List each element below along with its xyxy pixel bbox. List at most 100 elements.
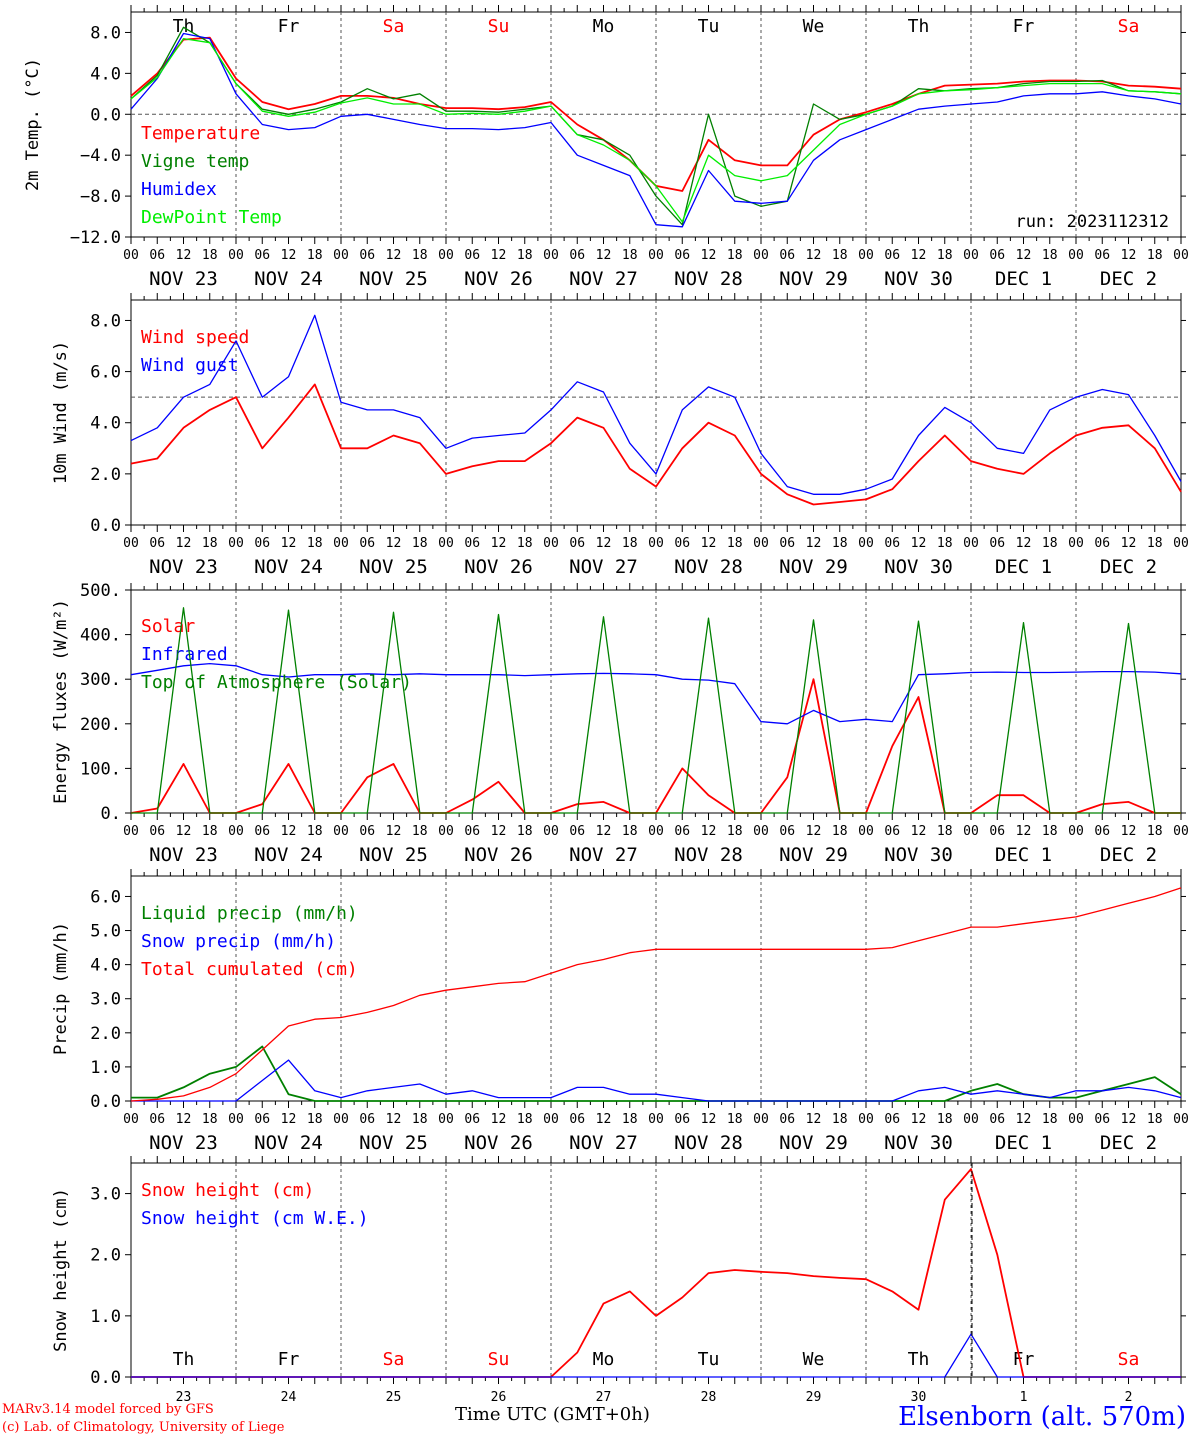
legend-entry: Top of Atmosphere (Solar) — [141, 672, 412, 693]
day-name-label: Th — [908, 1349, 930, 1370]
hour-tick-label: 18 — [307, 248, 323, 263]
hour-tick-label: 06 — [359, 824, 375, 839]
hour-tick-label: 18 — [937, 824, 953, 839]
hour-tick-label: 12 — [806, 824, 822, 839]
hour-tick-label: 00 — [753, 248, 769, 263]
hour-tick-label: 00 — [123, 824, 139, 839]
hour-tick-label: 18 — [622, 824, 638, 839]
hour-tick-label: 18 — [202, 1112, 218, 1127]
hour-tick-label: 18 — [937, 248, 953, 263]
hour-tick-label: 18 — [412, 1112, 428, 1127]
hour-tick-label: 18 — [622, 1112, 638, 1127]
y-tick-label: 3.0 — [90, 990, 121, 1010]
hour-tick-label: 06 — [674, 824, 690, 839]
hour-tick-label: 06 — [884, 1112, 900, 1127]
legend-entry: Snow height (cm) — [141, 1180, 314, 1201]
hour-tick-label: 06 — [359, 536, 375, 551]
date-label: NOV 29 — [779, 844, 848, 866]
hour-tick-label: 06 — [464, 536, 480, 551]
hour-tick-label: 12 — [176, 1112, 192, 1127]
y-tick-label: 0. — [101, 804, 121, 824]
y-tick-label: −4.0 — [80, 146, 121, 166]
hour-tick-label: 18 — [727, 824, 743, 839]
hour-tick-label: 18 — [937, 536, 953, 551]
hour-tick-label: 18 — [832, 824, 848, 839]
hour-tick-label: 12 — [1121, 248, 1137, 263]
hour-tick-label: 06 — [359, 1112, 375, 1127]
hour-tick-label: 12 — [386, 536, 402, 551]
hour-tick-label: 18 — [1042, 824, 1058, 839]
date-label: NOV 29 — [779, 1132, 848, 1154]
hour-tick-label: 18 — [517, 248, 533, 263]
date-label: NOV 24 — [254, 556, 323, 578]
hour-tick-label: 00 — [1068, 824, 1084, 839]
hour-tick-label: 00 — [123, 248, 139, 263]
day-name-label: Su — [488, 16, 510, 37]
hour-tick-label: 18 — [517, 824, 533, 839]
hour-tick-label: 06 — [884, 536, 900, 551]
hour-tick-label: 12 — [1016, 824, 1032, 839]
hour-tick-label: 18 — [832, 536, 848, 551]
day-name-label: Sa — [1118, 16, 1140, 37]
y-axis-label: 2m Temp. (°C) — [23, 58, 43, 191]
hour-tick-label: 00 — [753, 1112, 769, 1127]
hour-tick-label: 06 — [464, 1112, 480, 1127]
day-number-label: 1 — [1020, 1390, 1028, 1405]
hour-tick-label: 06 — [569, 248, 585, 263]
hour-tick-label: 06 — [254, 536, 270, 551]
hour-tick-label: 06 — [1094, 248, 1110, 263]
hour-tick-label: 18 — [517, 1112, 533, 1127]
day-name-label: Fr — [1013, 16, 1035, 37]
hour-tick-label: 12 — [176, 536, 192, 551]
hour-tick-label: 00 — [543, 1112, 559, 1127]
hour-tick-label: 12 — [1121, 1112, 1137, 1127]
day-name-label: We — [803, 16, 825, 37]
hour-tick-label: 00 — [438, 536, 454, 551]
day-name-label: Su — [488, 1349, 510, 1370]
hour-tick-label: 00 — [543, 248, 559, 263]
hour-tick-label: 06 — [254, 824, 270, 839]
hour-tick-label: 06 — [1094, 824, 1110, 839]
hour-tick-label: 18 — [937, 1112, 953, 1127]
hour-tick-label: 18 — [202, 824, 218, 839]
hour-tick-label: 18 — [202, 248, 218, 263]
y-tick-label: −8.0 — [80, 187, 121, 207]
legend-entry: Liquid precip (mm/h) — [141, 903, 358, 924]
hour-tick-label: 06 — [779, 248, 795, 263]
y-tick-label: 4.0 — [90, 64, 121, 84]
date-label: NOV 27 — [569, 1132, 638, 1154]
y-tick-label: −12.0 — [70, 228, 121, 248]
panel-3: 500. 400. 300. 200. 100. 0. Energy fluxes (W/m… — [51, 581, 1189, 866]
hour-tick-label: 12 — [701, 248, 717, 263]
day-name-label: Mo — [593, 16, 615, 37]
day-number-label: 25 — [386, 1390, 402, 1405]
date-label: DEC 2 — [1100, 1132, 1157, 1154]
hour-tick-label: 00 — [858, 824, 874, 839]
hour-tick-label: 06 — [1094, 536, 1110, 551]
hour-tick-label: 12 — [596, 536, 612, 551]
hour-tick-label: 12 — [176, 824, 192, 839]
hour-tick-label: 18 — [1042, 1112, 1058, 1127]
series-line — [130, 314, 1182, 495]
hour-tick-label: 00 — [648, 824, 664, 839]
hour-tick-label: 00 — [1173, 248, 1189, 263]
date-label: NOV 28 — [674, 556, 743, 578]
hour-tick-label: 00 — [963, 1112, 979, 1127]
hour-tick-label: 12 — [806, 1112, 822, 1127]
date-label: NOV 29 — [779, 268, 848, 290]
day-number-label: 27 — [596, 1390, 612, 1405]
hour-tick-label: 18 — [202, 536, 218, 551]
hour-tick-label: 18 — [517, 536, 533, 551]
y-axis-label: Precip (mm/h) — [51, 922, 71, 1055]
hour-tick-label: 18 — [412, 824, 428, 839]
day-number-label: 26 — [491, 1390, 507, 1405]
series-line — [131, 1045, 1182, 1102]
y-tick-label: 2.0 — [90, 465, 121, 485]
legend-entry: Temperature — [141, 123, 260, 144]
hour-tick-label: 12 — [701, 824, 717, 839]
hour-tick-label: 00 — [753, 536, 769, 551]
hour-tick-label: 18 — [1147, 248, 1163, 263]
hour-tick-label: 12 — [596, 1112, 612, 1127]
day-name-label: Fr — [278, 1349, 300, 1370]
y-tick-label: 0.0 — [90, 1368, 121, 1388]
